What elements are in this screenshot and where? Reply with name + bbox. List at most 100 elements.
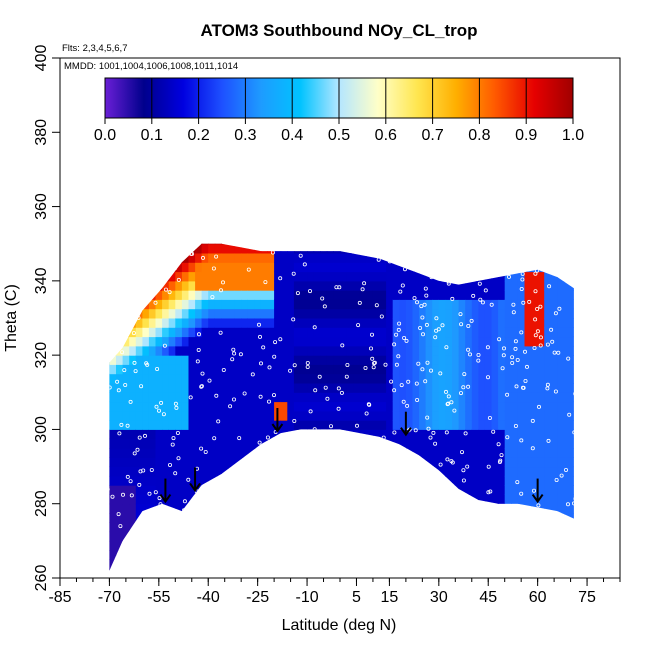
observation-point [458, 312, 463, 317]
observation-point [142, 433, 147, 438]
observation-point [415, 397, 420, 402]
observation-point [121, 492, 126, 497]
observation-point [345, 362, 350, 367]
observation-point [320, 296, 325, 301]
observation-point [116, 512, 121, 517]
observation-point [463, 431, 468, 436]
observation-point [139, 384, 144, 389]
observation-point [182, 499, 187, 504]
observation-point [153, 490, 158, 495]
observation-point [505, 392, 510, 397]
observation-point [459, 450, 464, 455]
y-axis: 260 280 300 320 340 360 380 400 [33, 45, 60, 592]
observation-point [412, 296, 417, 301]
observation-point [443, 389, 448, 394]
observation-point [295, 291, 300, 296]
observation-point [461, 385, 466, 390]
observation-point [221, 367, 226, 372]
observation-point [132, 360, 137, 365]
observation-point [228, 404, 233, 409]
observation-point [157, 496, 162, 501]
observation-point [173, 471, 178, 476]
observation-point [302, 262, 307, 267]
observation-point [196, 347, 201, 352]
arrow-head [531, 493, 544, 504]
observation-point [199, 384, 204, 389]
observation-point [362, 281, 367, 286]
observation-point [401, 399, 406, 404]
observation-point [572, 430, 574, 435]
observation-point [161, 412, 166, 417]
observation-point [317, 374, 322, 379]
observation-point [510, 355, 515, 360]
observation-point [163, 287, 168, 292]
observation-point [199, 446, 204, 451]
observation-point [131, 331, 136, 336]
observation-point [258, 394, 263, 399]
observation-point [511, 310, 516, 315]
colorbar-tick-label: 0.2 [187, 127, 209, 144]
observation-point [519, 491, 524, 496]
observation-point [288, 368, 293, 373]
observation-point [211, 266, 216, 271]
observation-point [452, 408, 457, 413]
observation-point [257, 440, 262, 445]
observation-point [438, 371, 443, 376]
observation-point [476, 358, 481, 363]
observation-point [305, 364, 310, 369]
observation-point [549, 327, 554, 332]
observation-point [266, 399, 271, 404]
observation-point [552, 350, 557, 355]
y-tick-label: 260 [33, 565, 50, 592]
observation-point [200, 371, 205, 376]
observation-point [257, 334, 262, 339]
y-axis-label: Theta (C) [3, 284, 20, 352]
observation-point [535, 329, 540, 334]
observation-point [533, 317, 538, 322]
observation-point [465, 464, 470, 469]
observation-point [537, 404, 542, 409]
observation-point [110, 494, 115, 499]
observation-point [159, 400, 164, 405]
observation-point [538, 304, 543, 309]
observation-point [445, 457, 450, 462]
x-tick-label: 45 [479, 589, 497, 606]
observation-point [399, 383, 404, 388]
observation-point [200, 255, 205, 260]
observation-point [138, 469, 143, 474]
observation-point [267, 365, 272, 370]
observation-point [413, 428, 418, 433]
arrow-head [159, 493, 172, 504]
observation-point [328, 424, 333, 429]
observation-point [478, 297, 483, 302]
observation-point [323, 385, 328, 390]
observation-point [536, 503, 541, 508]
observation-point [396, 327, 401, 332]
observation-point [547, 284, 552, 289]
observation-point [538, 335, 543, 340]
observation-point [444, 430, 449, 435]
observation-point [433, 441, 438, 446]
observation-point [340, 343, 345, 348]
observation-point [256, 322, 261, 327]
observation-point [396, 354, 401, 359]
observation-point [566, 502, 571, 507]
observation-point [186, 477, 191, 482]
observation-point [431, 430, 436, 435]
observation-point [360, 287, 365, 292]
observation-point [325, 396, 330, 401]
observation-point [230, 357, 235, 362]
observation-point [242, 391, 247, 396]
observation-point [423, 379, 428, 384]
observation-point [174, 405, 179, 410]
x-tick-label: 75 [578, 589, 596, 606]
observation-point [485, 345, 490, 350]
observation-point [116, 388, 121, 393]
observation-point [109, 487, 110, 492]
observation-point [369, 332, 374, 337]
x-tick-label: 60 [529, 589, 547, 606]
observation-point [450, 460, 455, 465]
x-tick-label: -55 [147, 589, 170, 606]
observation-point [212, 436, 217, 441]
observation-point [523, 349, 528, 354]
